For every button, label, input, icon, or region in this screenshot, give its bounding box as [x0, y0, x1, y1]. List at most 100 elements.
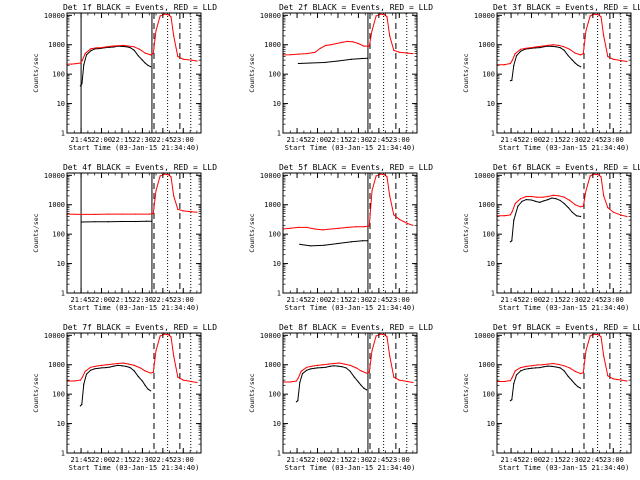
chart-7-point-lld-18	[152, 371, 154, 373]
chart-7-point-events-5	[90, 369, 92, 371]
chart-1-xtick-label-6: 23:00	[173, 136, 194, 144]
chart-1-point-lld-4	[79, 62, 81, 64]
chart-6-point-events-1	[509, 241, 511, 243]
chart-5-point-lld-9	[346, 226, 349, 228]
chart-4-series-lld	[66, 173, 197, 215]
chart-5-xlabel: Start Time (03-Jan-15 21:34:40)	[285, 304, 416, 312]
chart-2-point-lld-19	[383, 14, 385, 16]
chart-2-xtick-label-6: 23:00	[389, 136, 410, 144]
chart-8-point-events-3	[299, 381, 301, 384]
chart-3-point-lld-17	[580, 54, 582, 56]
chart-1-point-lld-22	[163, 13, 165, 15]
chart-9-point-lld-20	[589, 335, 591, 337]
chart-9-point-events-6	[524, 368, 526, 370]
chart-9-point-lld-14	[563, 365, 565, 367]
chart-9-point-events-15	[559, 367, 561, 369]
chart-9-point-events-8	[530, 367, 533, 369]
chart-2-point-lld-15	[368, 45, 370, 47]
chart-8-point-lld-2	[289, 381, 291, 383]
chart-3-xtick-label-5: 22:45	[582, 136, 603, 144]
chart-7-point-events-4	[85, 373, 88, 375]
chart-2-series-events	[298, 57, 368, 64]
chart-6-ylabel: Counts/sec	[462, 213, 470, 252]
chart-4-point-lld-3	[94, 213, 96, 215]
chart-4-point-lld-14	[173, 195, 175, 197]
chart-8-point-lld-24	[389, 355, 391, 357]
chart-8-ylabel: Counts/sec	[248, 373, 256, 412]
chart-8-point-events-18	[357, 381, 359, 383]
chart-4-title: Det 4f BLACK = Events, RED = LLD	[63, 163, 217, 172]
chart-6-point-lld-17	[580, 206, 582, 208]
chart-7-point-lld-2	[73, 380, 75, 382]
chart-6-point-lld-28	[626, 215, 628, 218]
chart-6-point-lld-15	[569, 199, 571, 201]
chart-8-frame	[282, 332, 418, 454]
chart-9-point-lld-10	[541, 364, 544, 366]
chart-1-ytick-label-4: 1000	[48, 41, 65, 49]
chart-1-point-events-23	[150, 66, 152, 68]
chart-6-point-events-2	[511, 240, 513, 242]
chart-9-point-events-19	[574, 383, 576, 385]
chart-1-point-lld-17	[144, 52, 146, 54]
chart-7-ytick-label-2: 10	[57, 420, 65, 428]
chart-3-point-lld-27	[620, 60, 623, 62]
chart-5-point-lld-3	[297, 226, 299, 228]
chart-5-point-lld-15	[379, 173, 381, 175]
chart-1-ytick-label-1: 1	[61, 130, 65, 138]
chart-8-point-lld-11	[333, 362, 335, 365]
chart-9-point-events-3	[513, 382, 515, 385]
chart-9-point-lld-11	[547, 363, 549, 365]
chart-8-point-lld-17	[366, 372, 368, 374]
chart-3-point-events-5	[520, 50, 522, 52]
chart-9-point-events-20	[577, 386, 579, 388]
chart-1-point-lld-24	[170, 16, 172, 18]
chart-1-point-lld-26	[177, 55, 179, 58]
chart-8-xtick-label-4: 22:30	[348, 456, 369, 464]
chart-3-point-events-4	[515, 55, 518, 57]
chart-8-point-events-11	[329, 365, 331, 367]
chart-8-point-events-21	[366, 389, 368, 391]
chart-6-point-lld-21	[593, 173, 595, 175]
chart-5-point-lld-14	[375, 175, 377, 177]
chart-3-point-lld-3	[509, 62, 511, 65]
chart-6-point-events-9	[539, 201, 541, 203]
chart-7-point-events-9	[105, 367, 107, 369]
chart-9-frame	[496, 332, 632, 454]
chart-6-ytick-label-3: 100	[482, 231, 495, 239]
chart-7-xtick-label-2: 22:00	[91, 456, 112, 464]
chart-8-point-lld-13	[344, 363, 346, 365]
chart-7-point-lld-13	[128, 363, 130, 365]
chart-3-xtick-label-4: 22:30	[562, 136, 583, 144]
chart-5-point-events-1	[299, 243, 301, 245]
chart-8-point-lld-16	[360, 370, 362, 372]
chart-6-point-lld-18	[582, 205, 584, 207]
chart-2-xtick-label-4: 22:30	[348, 136, 369, 144]
chart-3-point-lld-11	[547, 44, 549, 47]
chart-5-xtick-label-1: 21:45	[287, 296, 308, 304]
chart-3-xtick-label-1: 21:45	[501, 136, 522, 144]
chart-3-point-lld-2	[503, 64, 505, 66]
chart-1-point-lld-12	[117, 45, 119, 47]
chart-9-point-events-13	[551, 365, 553, 367]
chart-7-series-events	[80, 364, 151, 407]
chart-9-ytick-label-3: 100	[482, 391, 495, 399]
chart-2-point-lld-9	[336, 42, 338, 45]
chart-8-point-events-6	[310, 368, 312, 370]
chart-2-point-events-2	[310, 62, 312, 64]
chart-1-point-lld-19	[152, 53, 154, 55]
chart-8-point-lld-25	[393, 376, 395, 378]
chart-2-xlabel: Start Time (03-Jan-15 21:34:40)	[285, 144, 416, 152]
chart-8-point-events-20	[363, 387, 365, 389]
chart-1-point-events-12	[109, 46, 111, 48]
chart-1-point-events-3	[80, 83, 83, 85]
chart-6-ytick-label-2: 10	[487, 260, 495, 268]
chart-2-point-lld-11	[346, 40, 349, 43]
chart-3-point-events-10	[539, 47, 541, 49]
chart-7-point-lld-17	[150, 372, 152, 374]
chart-3-title: Det 3f BLACK = Events, RED = LLD	[493, 3, 640, 12]
chart-1-point-lld-2	[70, 63, 73, 65]
chart-7-point-events-2	[81, 403, 83, 405]
chart-4-point-lld-5	[121, 213, 123, 215]
chart-6-series-lld	[497, 173, 628, 217]
